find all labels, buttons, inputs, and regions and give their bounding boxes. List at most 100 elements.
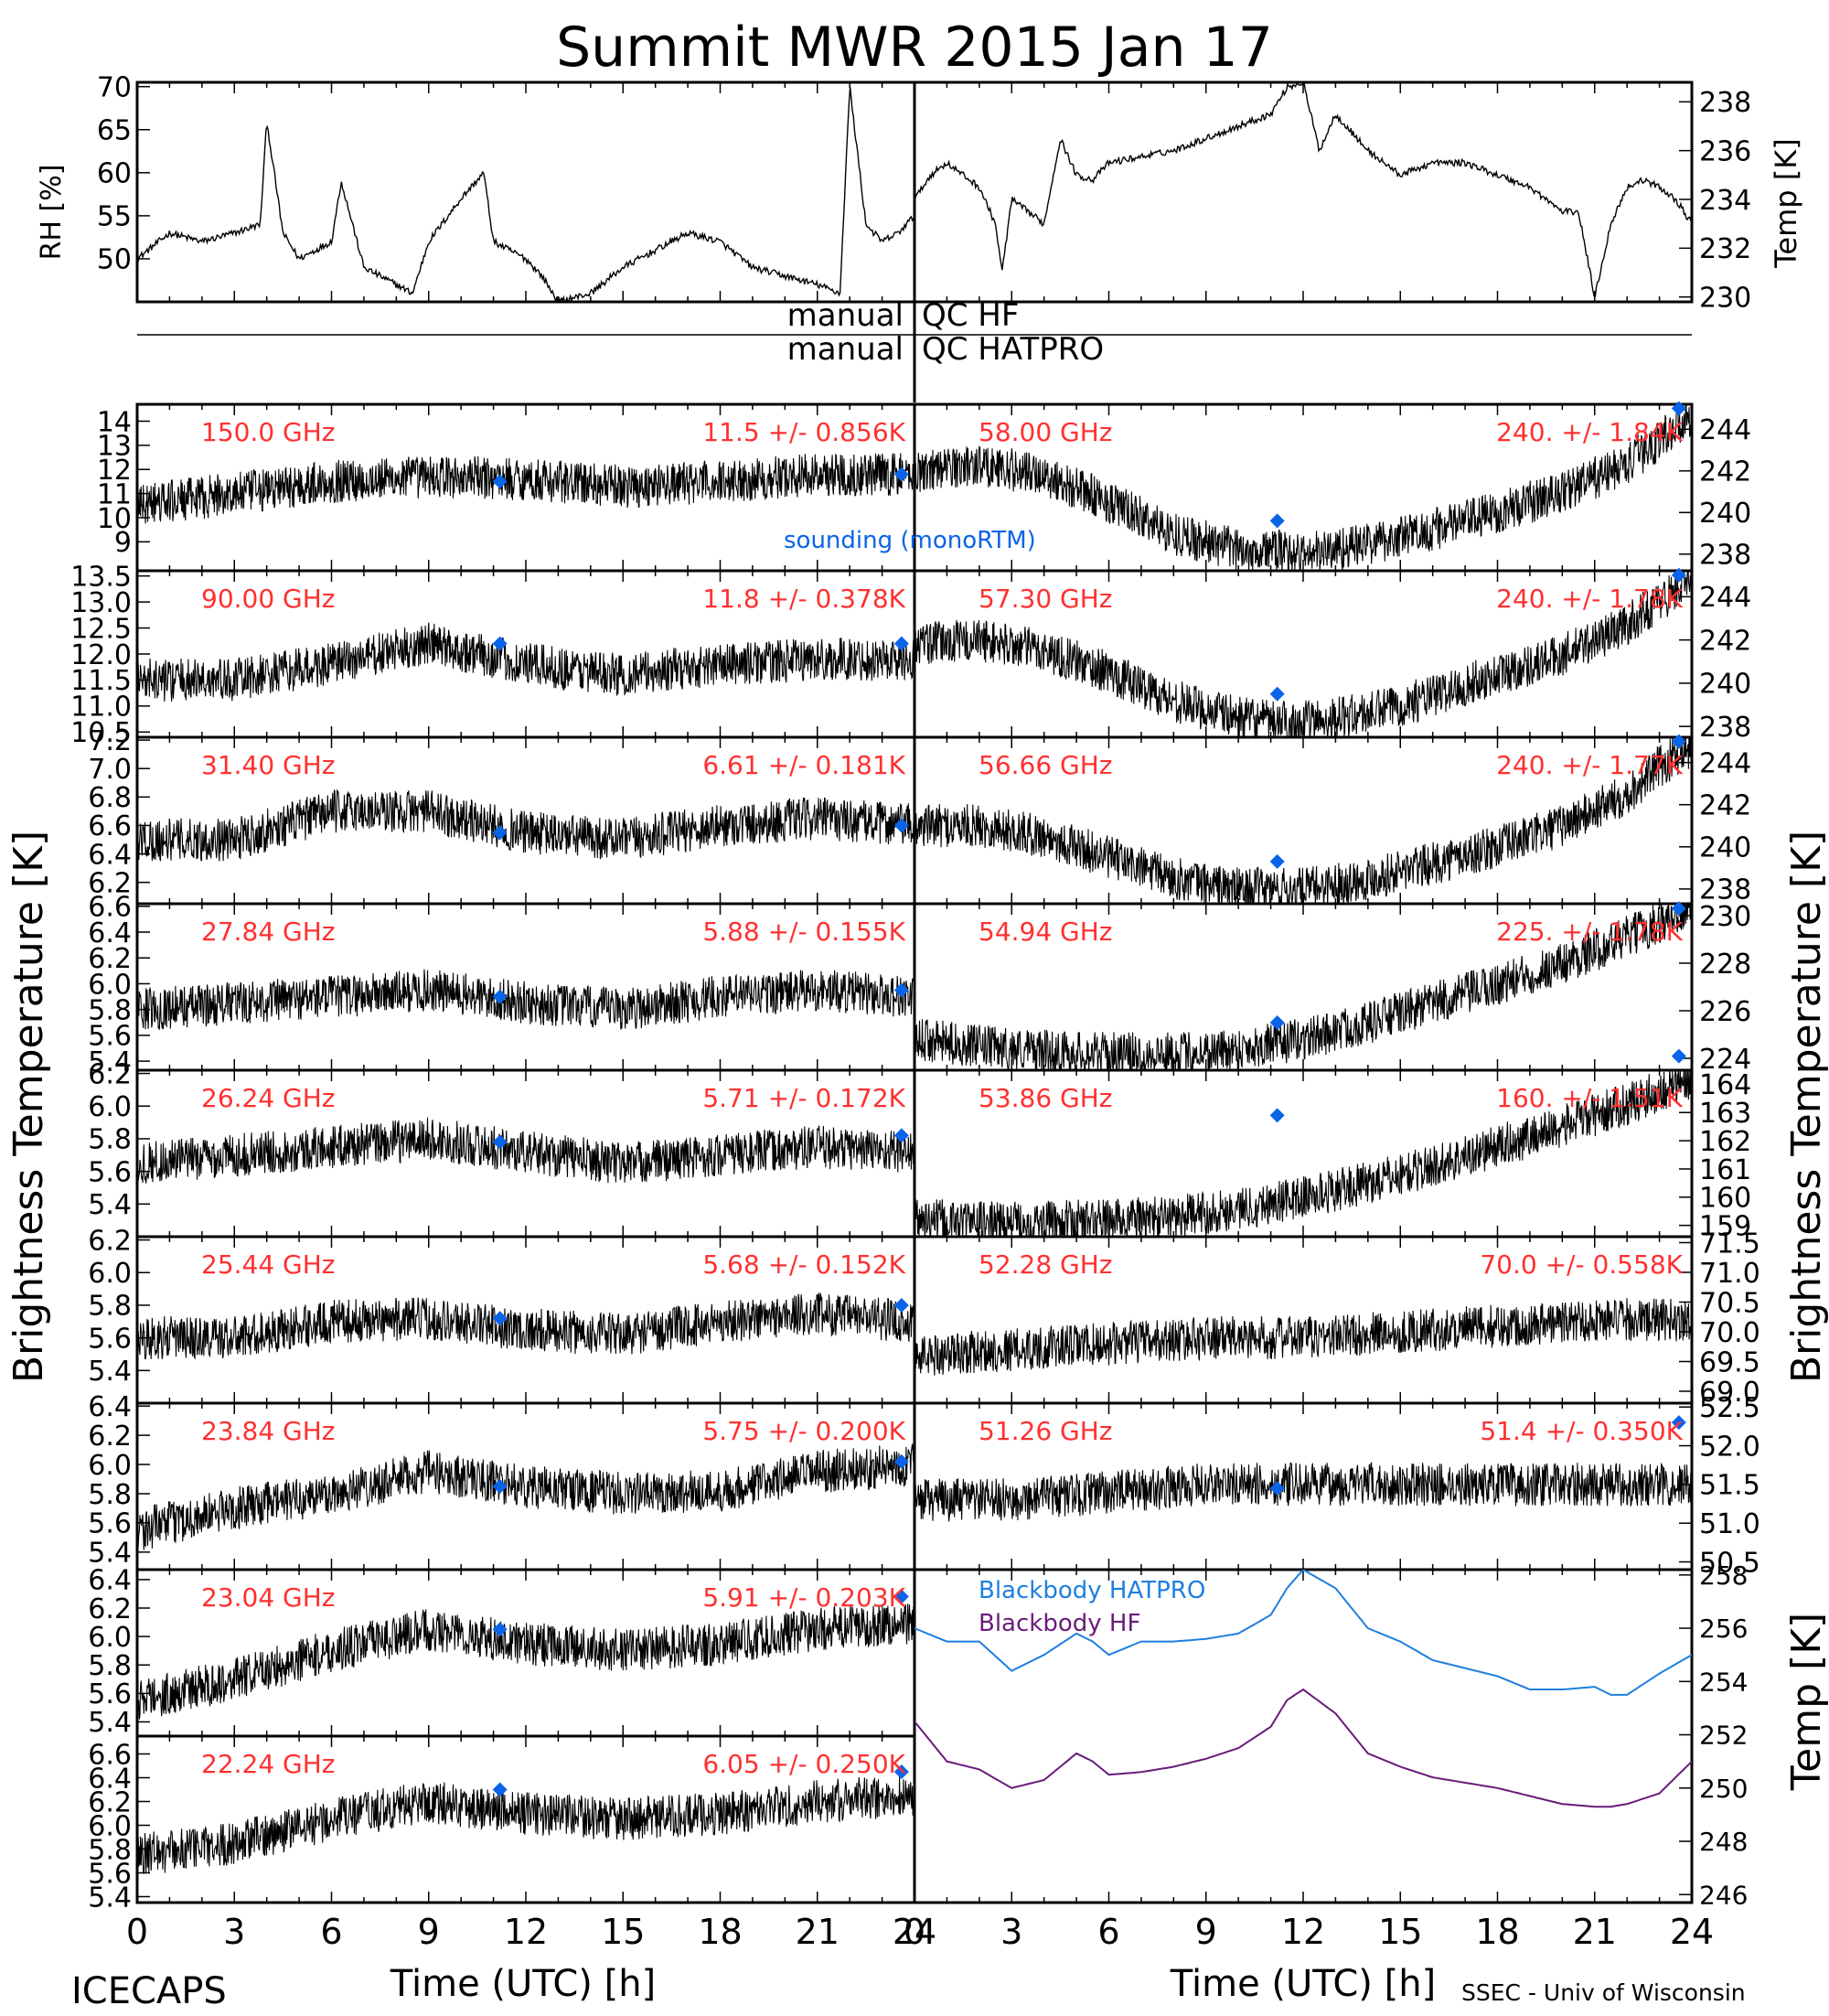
channel-stat-label: 5.88 +/- 0.155K (702, 917, 905, 947)
y-tick-label: 50.5 (1699, 1547, 1760, 1579)
sounding-point (492, 1782, 508, 1797)
panel-rh: 50 55 60 65 70 (97, 72, 915, 302)
y-tick-label: 5.6 (88, 1021, 132, 1053)
x-tick-label: 3 (1000, 1912, 1022, 1952)
y-tick-label: 6.2 (88, 943, 132, 975)
y-tick-label: 50 (97, 244, 132, 276)
channel-label: 57.30 GHz (979, 584, 1113, 614)
y-tick-label: 5.6 (88, 1508, 132, 1540)
x-tick-label: 0 (904, 1912, 925, 1952)
y-tick-label: 69.0 (1699, 1377, 1760, 1409)
sounding-point (1269, 686, 1285, 702)
sounding-point (1671, 901, 1686, 917)
panel-tb58: 238 240 242 244 58.00 GHz 240. +/- 1.84K (914, 401, 1751, 572)
panel-tb90: 10.511.011.512.012.513.013.5 90.00 GHz 11.… (70, 561, 915, 749)
y-tick-label: 244 (1699, 582, 1751, 614)
sounding-point (893, 466, 909, 482)
y-tick-label: 5.6 (88, 1156, 132, 1188)
y-tick-label: 240 (1699, 498, 1751, 530)
y-tick-label: 250 (1699, 1774, 1748, 1804)
y-tick-label: 69.5 (1699, 1346, 1760, 1378)
x-axis-label-left: Time (UTC) [h] (390, 1963, 656, 2005)
x-tick-label: 15 (601, 1912, 645, 1952)
sounding-point (492, 1479, 508, 1494)
sounding-point (1671, 567, 1686, 583)
y-tick-label: 164 (1699, 1069, 1751, 1101)
y-tick-label: 11.0 (70, 692, 132, 724)
y-tick-label: 6.6 (88, 892, 132, 924)
sounding-point (492, 825, 508, 841)
panel-traces (137, 622, 914, 702)
x-tick-label: 15 (1378, 1912, 1422, 1952)
y-tick-label: 163 (1699, 1098, 1751, 1130)
y-tick-label: 5.4 (88, 1707, 132, 1739)
channel-stat-label: 5.71 +/- 0.172K (702, 1083, 905, 1113)
y-tick-label: 6.0 (88, 1810, 132, 1842)
data-trace-tb5494 (914, 904, 1692, 1070)
y-tick-label: 6.0 (88, 1450, 132, 1482)
channel-stat-label: 5.91 +/- 0.203K (702, 1582, 905, 1613)
channel-label: 54.94 GHz (979, 917, 1113, 947)
sounding-point (492, 474, 508, 489)
y-tick-label: 6.2 (88, 1225, 132, 1257)
y-tick-label: 52.0 (1699, 1431, 1760, 1463)
y-tick-label: 5.8 (88, 1479, 132, 1511)
y-tick-label: 242 (1699, 790, 1751, 822)
y-tick-label: 13 (97, 431, 132, 463)
panel-tb2304: 5.45.65.86.06.26.4 23.04 GHz 5.91 +/- 0.20… (88, 1565, 915, 1739)
y-tick-label: 230 (1699, 901, 1751, 933)
y-tick-label: 256 (1699, 1614, 1748, 1644)
x-tick-label: 9 (418, 1912, 440, 1952)
data-trace-tb2544 (137, 1292, 914, 1360)
sounding-point (1269, 1481, 1285, 1496)
channel-label: 53.86 GHz (979, 1083, 1113, 1113)
y-tick-label: 6.4 (88, 1763, 132, 1795)
sounding-point (1671, 1048, 1686, 1064)
y-tick-label: 6.8 (88, 782, 132, 814)
channel-stat-label: 70.0 +/- 0.558K (1480, 1249, 1683, 1280)
qc-section: manual QC HF manual QC HATPRO (137, 82, 1692, 402)
x-tick-label: 6 (320, 1912, 342, 1952)
panel-bb: 246 248 250 252 254 256 258 (914, 1560, 1748, 1910)
panel-temp: 230 232 234 236 238 (914, 82, 1751, 314)
y-tick-label: 240 (1699, 832, 1751, 864)
y-tick-label: 238 (1699, 874, 1751, 906)
data-trace-tb2624 (137, 1117, 914, 1184)
y-tick-label: 70 (97, 72, 132, 104)
x-tick-label: 24 (1670, 1912, 1714, 1952)
panel-traces (914, 82, 1692, 297)
x-tick-label: 24 (893, 1912, 936, 1952)
y-tick-label: 244 (1699, 414, 1751, 446)
panel-traces (914, 404, 1692, 571)
sounding-point (1671, 734, 1686, 749)
channel-label: 58.00 GHz (979, 417, 1113, 447)
y-tick-label: 5.4 (88, 1538, 132, 1570)
series-line-blackbody-hatpro (914, 1570, 1692, 1696)
y-tick-label: 242 (1699, 456, 1751, 488)
y-tick-label: 12 (97, 455, 132, 487)
panel-tb573: 238 240 242 244 57.30 GHz 240. +/- 1.78K (914, 567, 1751, 744)
channel-label: 52.28 GHz (979, 1249, 1113, 1280)
x-tick-label: 21 (1573, 1912, 1617, 1952)
y-tick-label: 5.4 (88, 1356, 132, 1388)
sounding-point (492, 636, 508, 651)
y-tick-label: 232 (1699, 233, 1751, 265)
sounding-point (893, 1453, 909, 1469)
chart-title: Summit MWR 2015 Jan 17 (556, 16, 1273, 80)
channel-stat-label: 240. +/- 1.78K (1496, 584, 1683, 614)
right-tb-axis-label: Brightness Temperature [K] (1783, 831, 1829, 1383)
channel-label: 23.84 GHz (201, 1416, 336, 1446)
bb-temp-axis-label: Temp [K] (1783, 1613, 1829, 1791)
panel-traces (137, 1117, 914, 1184)
y-tick-label: 5.8 (88, 994, 132, 1026)
y-tick-label: 6.6 (88, 810, 132, 842)
x-tick-label: 0 (126, 1912, 148, 1952)
panel-tb2784: 5.45.65.86.06.26.46.6 27.84 GHz 5.88 +/- 0… (88, 892, 915, 1078)
y-tick-label: 5.6 (88, 1323, 132, 1355)
x-tick-labels-right: 0 3 6 9 12 15 18 21 24 (904, 1912, 1714, 1952)
panel-traces (137, 1603, 914, 1720)
x-axis-label-right: Time (UTC) [h] (1170, 1963, 1436, 2005)
y-tick-label: 6.6 (88, 1739, 132, 1771)
footer-right-label: SSEC - Univ of Wisconsin (1461, 1979, 1746, 2006)
